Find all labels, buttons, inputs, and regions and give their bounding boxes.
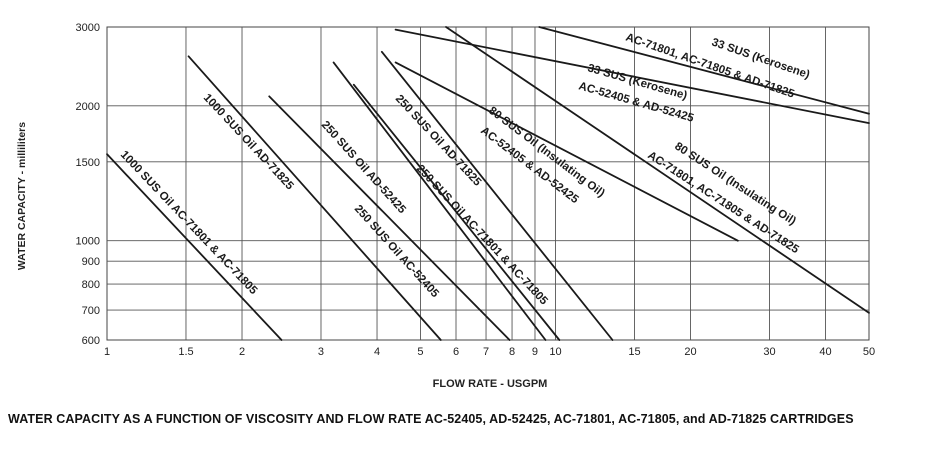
series-line-9 <box>394 28 870 125</box>
x-tick-label: 20 <box>684 346 696 358</box>
y-tick-label: 800 <box>82 279 100 291</box>
series-line-6 <box>380 50 614 341</box>
series-line-1 <box>106 153 283 341</box>
x-axis-label: FLOW RATE - USGPM <box>432 378 548 390</box>
x-tick-label: 10 <box>549 346 561 358</box>
x-tick-label: 6 <box>453 346 459 358</box>
series-line-5 <box>352 83 561 341</box>
x-tick-label: 3 <box>318 346 324 358</box>
y-tick-labels: 600 700 800 900 1000 1500 2000 3000 <box>76 22 100 347</box>
series-line-8 <box>445 26 870 314</box>
series-line-2 <box>187 55 442 341</box>
x-tick-labels: 1 1.5 2 3 4 5 6 7 8 9 10 15 20 30 40 50 <box>104 346 875 358</box>
x-tick-label: 9 <box>532 346 538 358</box>
x-tick-label: 5 <box>417 346 423 358</box>
series-line-7 <box>394 61 739 242</box>
y-tick-label: 1000 <box>76 236 100 248</box>
x-tick-label: 15 <box>628 346 640 358</box>
x-tick-label: 30 <box>763 346 775 358</box>
y-tick-label: 1500 <box>76 157 100 169</box>
series-line-3 <box>268 95 511 341</box>
chart-canvas: 1 1.5 2 3 4 5 6 7 8 9 10 15 20 30 40 50 600 700 800 900 100… <box>76 22 876 358</box>
y-axis-label: WATER CAPACITY - milliliters <box>16 121 28 271</box>
y-tick-label: 600 <box>82 335 100 347</box>
x-tick-label: 1 <box>104 346 110 358</box>
figure-caption: WATER CAPACITY AS A FUNCTION OF VISCOSIT… <box>8 412 854 426</box>
x-tick-label: 40 <box>819 346 831 358</box>
x-tick-label: 50 <box>863 346 875 358</box>
x-tick-label: 1.5 <box>178 346 193 358</box>
series-lines <box>106 26 870 341</box>
x-tick-label: 7 <box>483 346 489 358</box>
y-tick-label: 3000 <box>76 22 100 34</box>
y-tick-label: 2000 <box>76 101 100 113</box>
y-tick-label: 700 <box>82 305 100 317</box>
series-line-4 <box>332 61 547 341</box>
x-tick-label: 8 <box>509 346 515 358</box>
grid-lines <box>107 27 869 340</box>
x-tick-label: 2 <box>239 346 245 358</box>
series-line-10 <box>538 26 870 115</box>
y-tick-label: 900 <box>82 256 100 268</box>
x-tick-label: 4 <box>374 346 380 358</box>
